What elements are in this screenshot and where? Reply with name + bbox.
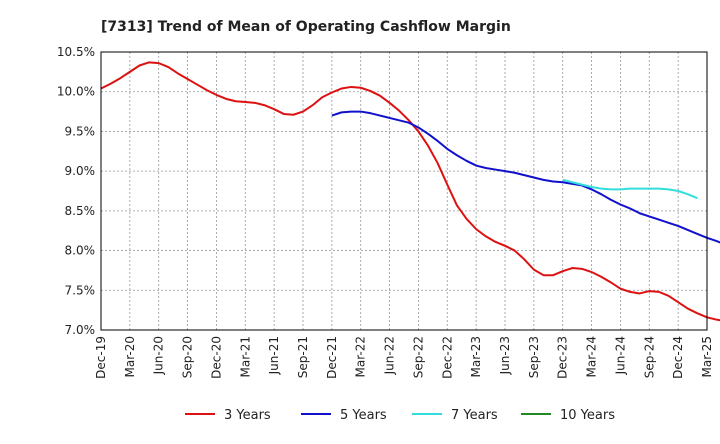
legend-label: 5 Years bbox=[340, 408, 387, 423]
x-tick-label: Sep-23 bbox=[527, 336, 541, 378]
x-axis-ticks: Dec-19 Mar-20 Jun-20 Sep-20 Dec-20 Mar-21 Jun-… bbox=[94, 336, 714, 379]
x-tick-label: Dec-24 bbox=[671, 336, 685, 379]
x-tick-label: Mar-22 bbox=[354, 336, 368, 377]
legend-label: 7 Years bbox=[451, 408, 498, 423]
x-tick-label: Mar-24 bbox=[585, 336, 599, 377]
grid bbox=[100, 51, 708, 331]
series-lines bbox=[100, 61, 720, 322]
x-tick-label: Jun-20 bbox=[152, 336, 166, 375]
y-tick-label: 10.5% bbox=[57, 45, 95, 59]
y-tick-label: 9.0% bbox=[65, 164, 96, 178]
x-tick-label: Dec-19 bbox=[94, 336, 108, 379]
x-tick-label: Jun-22 bbox=[383, 336, 397, 375]
y-axis-ticks: 7.0% 7.5% 8.0% 8.5% 9.0% 9.5% 10.0% 10.5% bbox=[57, 45, 95, 337]
y-tick-label: 8.5% bbox=[65, 204, 96, 218]
x-tick-label: Sep-21 bbox=[296, 336, 310, 378]
x-tick-label: Mar-21 bbox=[238, 336, 252, 377]
plot-frame bbox=[100, 51, 708, 331]
x-tick-label: Mar-20 bbox=[123, 336, 137, 377]
x-tick-label: Dec-20 bbox=[209, 336, 223, 379]
legend: 3 Years 5 Years 7 Years 10 Years bbox=[185, 408, 615, 423]
chart-title: [7313] Trend of Mean of Operating Cashfl… bbox=[101, 19, 511, 35]
x-tick-label: Jun-23 bbox=[498, 336, 512, 375]
y-tick-label: 9.5% bbox=[65, 124, 96, 138]
x-tick-label: Sep-22 bbox=[411, 336, 425, 378]
y-tick-label: 7.5% bbox=[65, 283, 96, 297]
x-tick-label: Dec-23 bbox=[556, 336, 570, 379]
y-tick-label: 10.0% bbox=[57, 85, 95, 99]
legend-label: 10 Years bbox=[560, 408, 615, 423]
x-tick-label: Dec-22 bbox=[440, 336, 454, 379]
y-tick-label: 7.0% bbox=[65, 323, 96, 337]
legend-label: 3 Years bbox=[224, 408, 271, 423]
x-tick-label: Sep-24 bbox=[642, 336, 656, 378]
x-tick-label: Sep-20 bbox=[181, 336, 195, 378]
x-tick-label: Dec-21 bbox=[325, 336, 339, 379]
x-tick-label: Mar-23 bbox=[469, 336, 483, 377]
series-line-3-years bbox=[100, 61, 720, 322]
x-tick-label: Mar-25 bbox=[700, 336, 714, 377]
series-line-5-years bbox=[331, 110, 720, 244]
series-line-7-years bbox=[562, 178, 698, 200]
x-tick-label: Jun-24 bbox=[613, 336, 627, 375]
y-tick-label: 8.0% bbox=[65, 244, 96, 258]
x-tick-label: Jun-21 bbox=[267, 336, 281, 375]
